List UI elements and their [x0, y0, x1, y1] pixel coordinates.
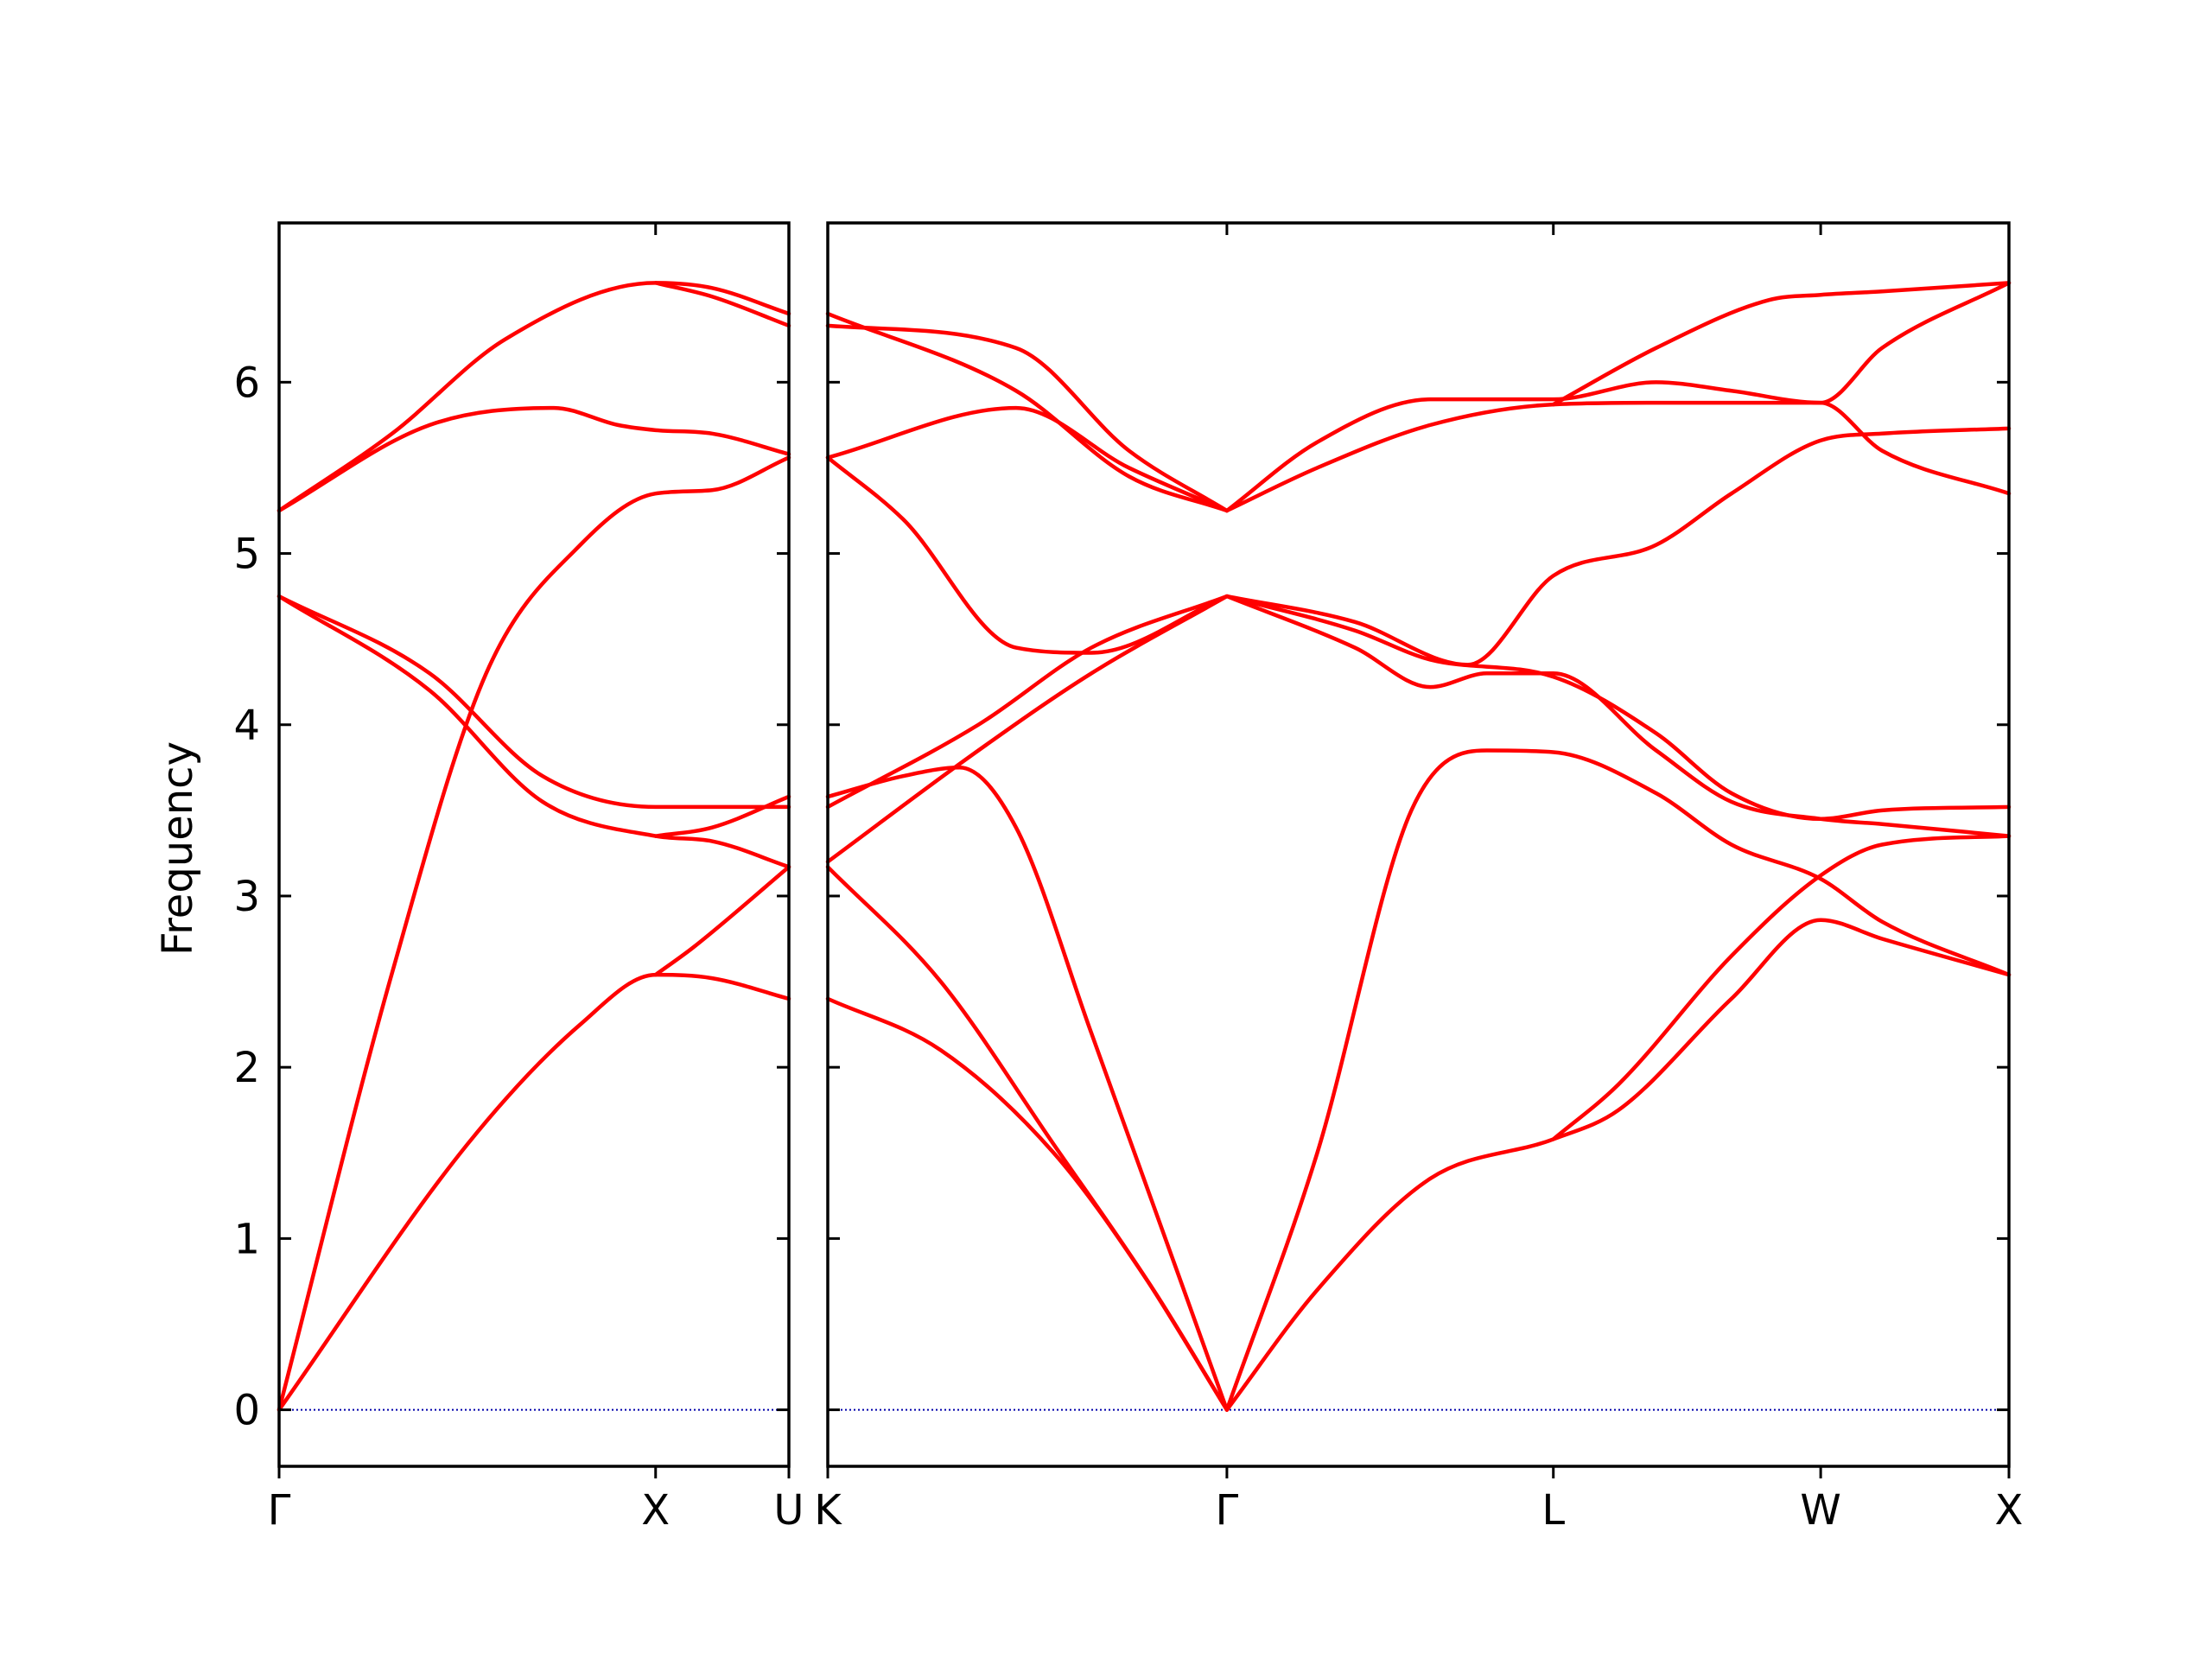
band-line-band-14 [1224, 594, 2012, 822]
band-line-band-6 [276, 281, 791, 513]
band-line-band-10 [1224, 918, 2012, 1412]
band-line-band-11 [1224, 748, 2012, 1412]
y-axis-label: Frequency [154, 741, 202, 956]
x-tick-label: Γ [268, 1486, 291, 1535]
band-line-band-2 [825, 865, 1230, 1412]
x-tick-label: Γ [1216, 1486, 1239, 1535]
band-line-band-7 [653, 865, 791, 977]
band-line-band-12 [1551, 834, 2012, 1141]
band-line-band-8 [653, 794, 791, 838]
band-line-band-15 [1224, 426, 2012, 667]
band-line-band-18 [1551, 281, 2012, 407]
y-tick-label: 1 [233, 1215, 260, 1263]
x-tick-label: X [1995, 1486, 2024, 1535]
band-line-band-2 [276, 455, 791, 1412]
y-tick-label: 5 [233, 531, 260, 579]
y-tick-label: 3 [233, 873, 260, 921]
band-line-band-16 [1224, 400, 2012, 513]
band-line-band-6 [825, 455, 1230, 655]
band-line-band-17 [1224, 281, 2012, 513]
y-tick-label: 4 [233, 702, 260, 750]
x-tick-label: K [814, 1486, 842, 1535]
band-line-band-5 [276, 405, 791, 513]
x-tick-label: W [1800, 1486, 1840, 1535]
x-tick-label: X [641, 1486, 670, 1535]
band-line-band-8 [825, 323, 1230, 513]
panel-frame [277, 221, 791, 1468]
band-line-band-4 [825, 594, 1230, 810]
band-line-band-1 [825, 996, 1230, 1412]
panel-frame [826, 221, 2011, 1468]
y-tick-label: 6 [233, 359, 260, 407]
band-line-band-4 [276, 594, 791, 810]
band-line-band-9 [653, 281, 791, 328]
band-line-band-9 [825, 311, 1230, 513]
y-tick-label: 2 [233, 1044, 260, 1092]
y-tick-label: 0 [233, 1387, 260, 1435]
x-tick-label: L [1541, 1486, 1565, 1535]
left-panel: 0 1 2 3 4 5 6 Γ X U [233, 221, 804, 1535]
band-line-band-13 [1224, 594, 2012, 838]
band-line-band-5 [825, 594, 1230, 864]
band-line-band-3 [276, 594, 791, 869]
band-line-band-3 [825, 766, 1230, 1412]
band-line-band-1 [276, 972, 791, 1412]
band-line-band-7 [825, 405, 1230, 513]
x-tick-label: U [773, 1486, 804, 1535]
